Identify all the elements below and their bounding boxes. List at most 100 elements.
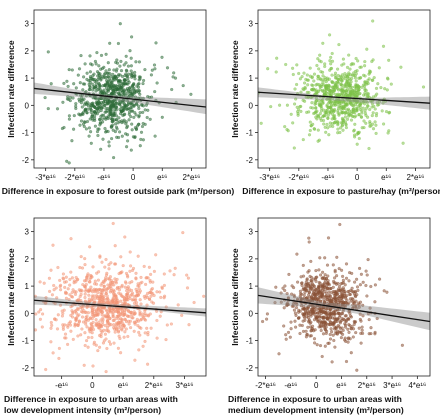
data-point <box>358 91 362 96</box>
data-point <box>151 301 156 305</box>
data-point <box>77 299 81 303</box>
data-point <box>139 302 143 306</box>
data-point <box>134 301 139 305</box>
data-point <box>345 294 349 298</box>
data-point <box>127 322 131 326</box>
data-point <box>84 289 88 293</box>
data-point <box>68 277 72 281</box>
data-point <box>314 277 318 281</box>
data-point <box>99 147 103 151</box>
data-point <box>106 311 110 315</box>
data-point <box>62 308 66 312</box>
data-point <box>308 321 312 325</box>
data-point <box>57 346 61 350</box>
data-point <box>347 336 351 340</box>
data-point <box>300 75 304 79</box>
data-point <box>351 107 355 111</box>
data-point <box>345 93 349 97</box>
data-point <box>149 272 153 276</box>
data-point <box>125 82 129 86</box>
data-point <box>76 307 80 312</box>
data-point <box>125 286 129 290</box>
data-point <box>115 58 119 62</box>
data-point <box>341 57 345 61</box>
data-point <box>112 318 116 322</box>
data-point <box>155 336 159 340</box>
data-point <box>120 74 125 79</box>
data-point <box>57 356 61 360</box>
data-point <box>106 315 110 319</box>
data-point <box>336 323 340 328</box>
data-point <box>349 94 353 98</box>
data-point <box>105 98 110 102</box>
data-point <box>118 22 122 26</box>
data-point <box>124 132 128 136</box>
data-point <box>313 296 317 300</box>
data-point <box>105 271 109 275</box>
data-point <box>170 87 174 92</box>
data-point <box>139 326 143 330</box>
data-point <box>145 115 149 120</box>
data-point <box>100 106 104 111</box>
data-point <box>131 88 135 92</box>
data-point <box>109 261 113 265</box>
data-point <box>105 80 109 84</box>
data-point <box>71 96 75 100</box>
data-point <box>71 337 75 341</box>
data-point <box>104 292 108 296</box>
data-point <box>301 274 306 278</box>
data-point <box>101 137 105 141</box>
data-point <box>99 53 104 57</box>
data-point <box>325 84 329 88</box>
data-point <box>340 268 344 272</box>
data-point <box>381 44 386 48</box>
data-point <box>158 290 162 294</box>
data-point <box>361 106 365 110</box>
data-point <box>91 265 95 269</box>
data-point <box>305 110 309 114</box>
data-point <box>91 114 95 118</box>
data-point <box>343 322 347 326</box>
data-point <box>146 291 150 295</box>
data-point <box>337 284 342 288</box>
data-point <box>146 108 150 112</box>
data-point <box>79 288 83 292</box>
data-point <box>331 285 335 289</box>
data-point <box>359 331 363 335</box>
data-point <box>281 286 285 290</box>
data-point <box>287 272 291 276</box>
data-point <box>133 358 137 362</box>
data-point <box>132 329 136 333</box>
data-point <box>352 292 356 296</box>
data-point <box>130 84 134 88</box>
data-point <box>55 327 60 331</box>
data-point <box>67 161 71 165</box>
data-point <box>148 290 152 294</box>
data-point <box>141 121 145 126</box>
data-point <box>78 81 82 85</box>
data-point <box>70 68 74 72</box>
data-point <box>44 296 48 300</box>
data-point <box>351 335 355 339</box>
data-point <box>90 335 94 340</box>
data-point <box>389 82 393 86</box>
data-point <box>307 240 311 244</box>
data-point <box>108 41 112 45</box>
data-point <box>384 110 389 114</box>
data-point <box>387 110 392 114</box>
data-point <box>80 307 84 311</box>
data-point <box>350 85 354 89</box>
data-point <box>285 292 289 296</box>
data-point <box>313 284 317 288</box>
data-point <box>173 266 177 270</box>
data-point <box>140 102 144 107</box>
data-point <box>354 305 358 309</box>
data-point <box>349 326 353 330</box>
data-point <box>351 88 355 93</box>
data-point <box>354 103 358 107</box>
x-tick-label: -2*e¹⁶ <box>288 173 309 182</box>
data-point <box>349 99 353 103</box>
data-point <box>155 81 159 85</box>
data-point <box>364 269 368 273</box>
data-point <box>309 329 313 333</box>
